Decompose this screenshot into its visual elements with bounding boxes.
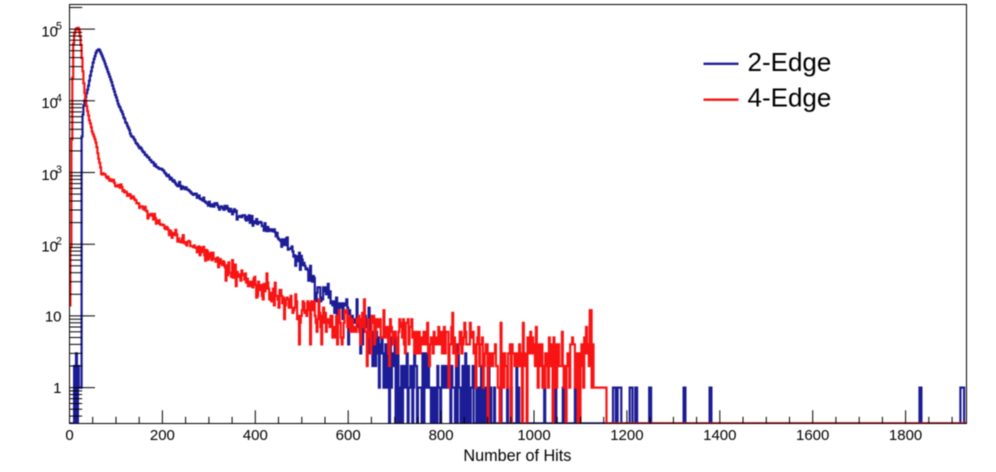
svg-text:2: 2 <box>56 236 62 248</box>
svg-text:1000: 1000 <box>517 427 550 444</box>
svg-text:10: 10 <box>41 23 58 40</box>
svg-text:5: 5 <box>56 21 62 33</box>
svg-text:800: 800 <box>429 427 454 444</box>
svg-text:400: 400 <box>243 427 268 444</box>
svg-text:10: 10 <box>41 167 58 184</box>
svg-text:1200: 1200 <box>610 427 643 444</box>
svg-text:4-Edge: 4-Edge <box>748 82 832 112</box>
svg-text:1: 1 <box>53 380 61 397</box>
svg-text:1400: 1400 <box>703 427 736 444</box>
svg-text:0: 0 <box>65 427 73 444</box>
svg-text:2-Edge: 2-Edge <box>748 47 832 77</box>
svg-text:1600: 1600 <box>796 427 829 444</box>
svg-text:3: 3 <box>56 164 62 176</box>
svg-text:200: 200 <box>150 427 175 444</box>
svg-text:1800: 1800 <box>889 427 922 444</box>
svg-text:Number of Hits: Number of Hits <box>463 447 571 465</box>
svg-text:10: 10 <box>41 95 58 112</box>
svg-text:4: 4 <box>56 92 62 104</box>
svg-text:600: 600 <box>336 427 361 444</box>
svg-text:10: 10 <box>45 308 62 325</box>
svg-text:10: 10 <box>41 239 58 256</box>
